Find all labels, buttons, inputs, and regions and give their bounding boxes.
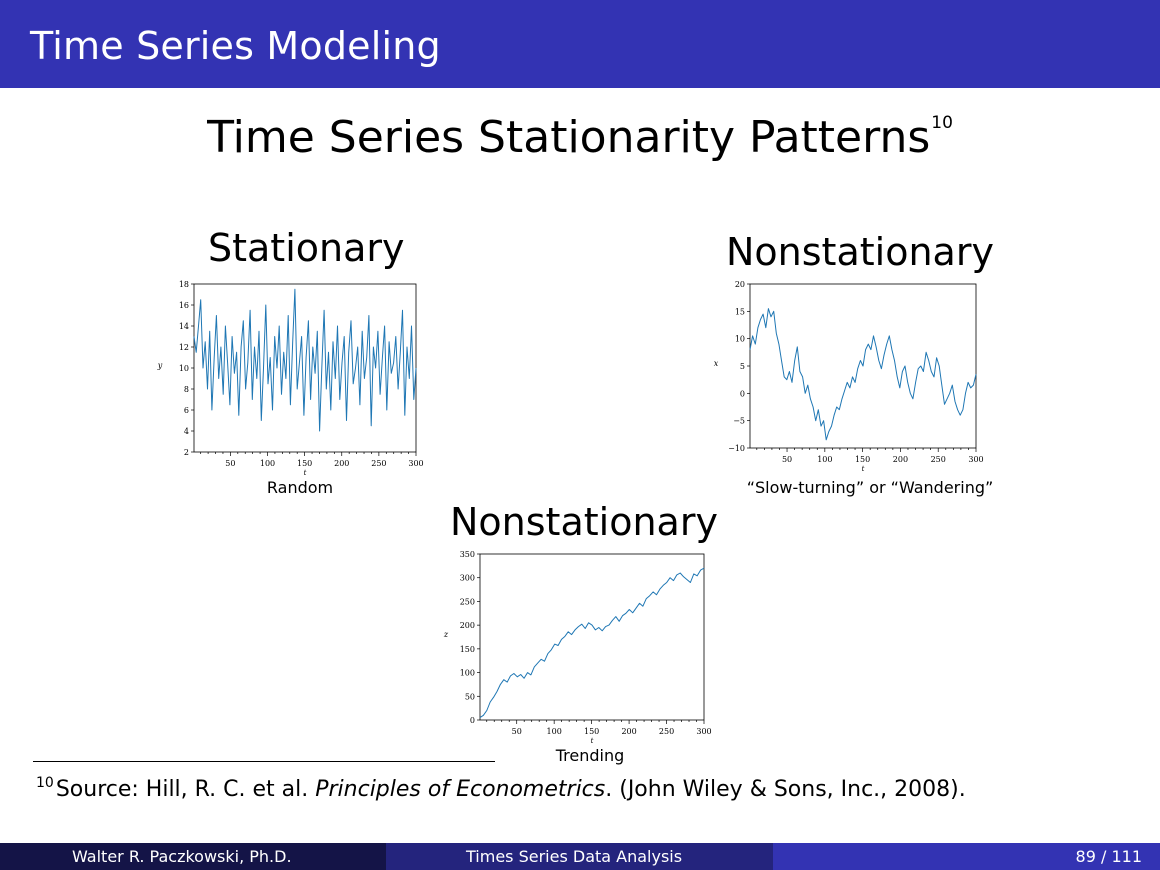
y-tick-label: 20 [735, 280, 745, 289]
y-tick-label: 200 [460, 621, 475, 630]
x-tick-label: 200 [621, 727, 636, 736]
footer-page-number: 89 / 111 [1075, 847, 1142, 866]
y-tick-label: 2 [184, 448, 189, 457]
x-tick-label: 50 [225, 459, 235, 468]
x-tick-label: 100 [817, 455, 832, 464]
x-tick-label: 50 [782, 455, 792, 464]
title-footnote-mark: 10 [931, 113, 953, 133]
x-axis-label: t [591, 737, 594, 744]
y-axis-label: y [157, 361, 163, 370]
x-tick-label: 300 [408, 459, 423, 468]
nonstationary-heading-wandering: Nonstationary [726, 230, 994, 274]
y-tick-label: 14 [179, 322, 189, 331]
frame-title-bar: Time Series Modeling [0, 0, 1160, 88]
y-tick-label: 6 [184, 406, 189, 415]
slide-title-text: Time Series Stationarity Patterns [207, 112, 931, 163]
footnote-source-text: Source: Hill, R. C. et al. [55, 777, 316, 802]
wandering-plot: 50 100 150 200 250 300 −10 −5 0 5 10 15 20 x t [706, 278, 986, 478]
plot-frame [479, 553, 705, 721]
wandering-caption: “Slow-turning” or “Wandering” [746, 478, 994, 497]
x-tick-label: 100 [260, 459, 275, 468]
x-tick-label: 150 [297, 459, 312, 468]
x-tick-label: 300 [968, 455, 983, 464]
y-axis-label: z [443, 630, 449, 639]
x-tick-label: 250 [931, 455, 946, 464]
x-tick-label: 250 [659, 727, 674, 736]
stationary-heading: Stationary [208, 226, 405, 270]
y-tick-label: 150 [460, 645, 475, 654]
plot-frame [193, 283, 417, 453]
footnote-book-title: Principles of Econometrics [315, 777, 606, 802]
x-tick-label: 200 [334, 459, 349, 468]
y-tick-label: 10 [179, 364, 189, 373]
y-tick-label: 16 [179, 301, 189, 310]
footer-course: Times Series Data Analysis [466, 847, 683, 866]
x-axis-label: t [862, 465, 865, 473]
footer-author-segment: Walter R. Paczkowski, Ph.D. [0, 843, 386, 870]
y-tick-label: 18 [179, 280, 189, 289]
footnote-publisher: . (John Wiley & Sons, Inc., 2008). [605, 777, 966, 802]
y-tick-label: 15 [735, 307, 745, 316]
x-tick-label: 300 [696, 727, 711, 736]
y-tick-label: 0 [740, 389, 745, 398]
trending-caption: Trending [555, 746, 625, 765]
x-tick-label: 150 [584, 727, 599, 736]
y-tick-label: 5 [740, 362, 745, 371]
series-line [749, 308, 977, 441]
y-tick-label: 0 [470, 716, 475, 725]
y-tick-label: 4 [184, 427, 189, 436]
y-tick-label: 100 [460, 669, 475, 678]
x-tick-label: 100 [547, 727, 562, 736]
series-line [479, 567, 705, 719]
x-tick-label: 50 [512, 727, 522, 736]
footer-bar: Walter R. Paczkowski, Ph.D. Times Series… [0, 843, 1160, 870]
y-tick-label: 250 [460, 597, 475, 606]
nonstationary-heading-trending: Nonstationary [450, 500, 718, 544]
y-axis-label: x [714, 359, 719, 368]
wandering-series-chart: 50 100 150 200 250 300 −10 −5 0 5 10 15 20 x t [714, 280, 984, 473]
x-tick-label: 200 [893, 455, 908, 464]
footnote: 10Source: Hill, R. C. et al. Principles … [36, 768, 1126, 805]
y-tick-label: −5 [733, 417, 745, 426]
x-tick-label: 250 [371, 459, 386, 468]
y-tick-label: 12 [179, 343, 189, 352]
random-plot: 50 100 150 200 250 300 2 4 6 8 10 12 14 16 18 y t [150, 276, 430, 480]
random-caption: Random [266, 478, 334, 497]
trending-series-chart: 50 100 150 200 250 300 0 50 100 150 200 250 300 350 z t [443, 550, 712, 745]
y-tick-label: 300 [460, 574, 475, 583]
y-tick-label: 10 [735, 335, 745, 344]
series-line [193, 288, 417, 432]
footnote-rule [33, 761, 495, 762]
random-series-chart: 50 100 150 200 250 300 2 4 6 8 10 12 14 16 18 y t [157, 280, 424, 477]
footer-author: Walter R. Paczkowski, Ph.D. [72, 847, 292, 866]
slide-title: Time Series Stationarity Patterns10 [0, 112, 1160, 163]
y-tick-label: 8 [184, 385, 189, 394]
x-tick-label: 150 [855, 455, 870, 464]
footer-course-segment: Times Series Data Analysis [386, 843, 773, 870]
trending-plot: 50 100 150 200 250 300 0 50 100 150 200 250 300 350 z t [436, 548, 716, 748]
y-tick-label: 350 [460, 550, 475, 559]
footer-page-segment: 89 / 111 [773, 843, 1160, 870]
footnote-mark: 10 [36, 775, 54, 791]
y-tick-label: 50 [465, 692, 475, 701]
x-axis-label: t [304, 469, 307, 476]
y-tick-label: −10 [728, 444, 745, 453]
frame-title: Time Series Modeling [30, 24, 441, 68]
